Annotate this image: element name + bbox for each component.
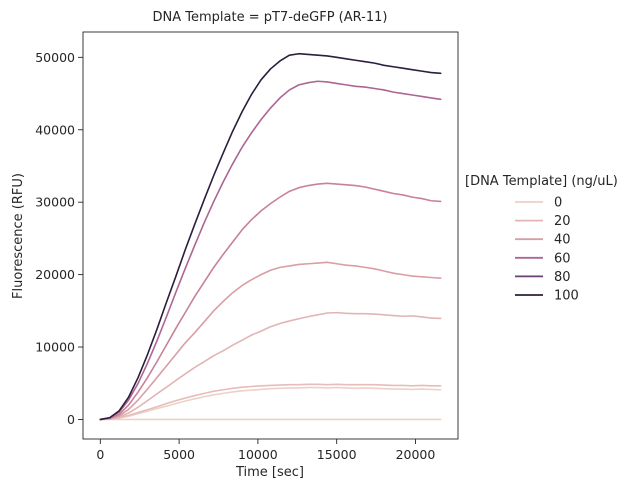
series-line-80-6 [99, 80, 442, 421]
legend-label-0: 0 [554, 196, 562, 211]
x-tick-label: 15000 [317, 447, 357, 462]
x-axis: 0 5000 10000 15000 20000 [96, 439, 435, 462]
x-tick-label: 5000 [163, 447, 195, 462]
x-tick-label: 10000 [238, 447, 278, 462]
series-line-20-3 [99, 311, 442, 421]
x-tick-label: 20000 [396, 447, 436, 462]
y-tick-label: 40000 [35, 122, 75, 137]
legend: [DNA Template] (ng/uL) 0 20 40 60 80 100 [465, 174, 618, 304]
series-line-0-1 [99, 386, 442, 421]
legend-title: [DNA Template] (ng/uL) [465, 174, 618, 189]
x-tick-label: 0 [96, 447, 104, 462]
legend-label-60: 60 [554, 251, 571, 266]
y-tick-label: 20000 [35, 267, 75, 282]
y-tick-label: 50000 [35, 50, 75, 65]
y-tick-label: 10000 [35, 340, 75, 355]
legend-label-40: 40 [554, 233, 571, 248]
plot-area [99, 52, 442, 421]
legend-label-100: 100 [554, 289, 579, 304]
y-axis-label: Fluorescence (RFU) [11, 173, 26, 299]
axes-frame [82, 31, 459, 440]
legend-label-80: 80 [554, 270, 571, 285]
series-line-20-2 [99, 383, 442, 421]
series-line-100-7 [99, 52, 442, 421]
legend-label-20: 20 [554, 214, 571, 229]
series-line-60-5 [99, 182, 442, 421]
y-tick-label: 30000 [35, 195, 75, 210]
chart-title: DNA Template = pT7-deGFP (AR-11) [153, 10, 388, 25]
y-tick-label: 0 [67, 412, 75, 427]
x-axis-label: Time [sec] [235, 465, 304, 480]
series-line-40-4 [99, 261, 442, 421]
y-axis: 0 10000 20000 30000 40000 50000 [35, 50, 83, 427]
